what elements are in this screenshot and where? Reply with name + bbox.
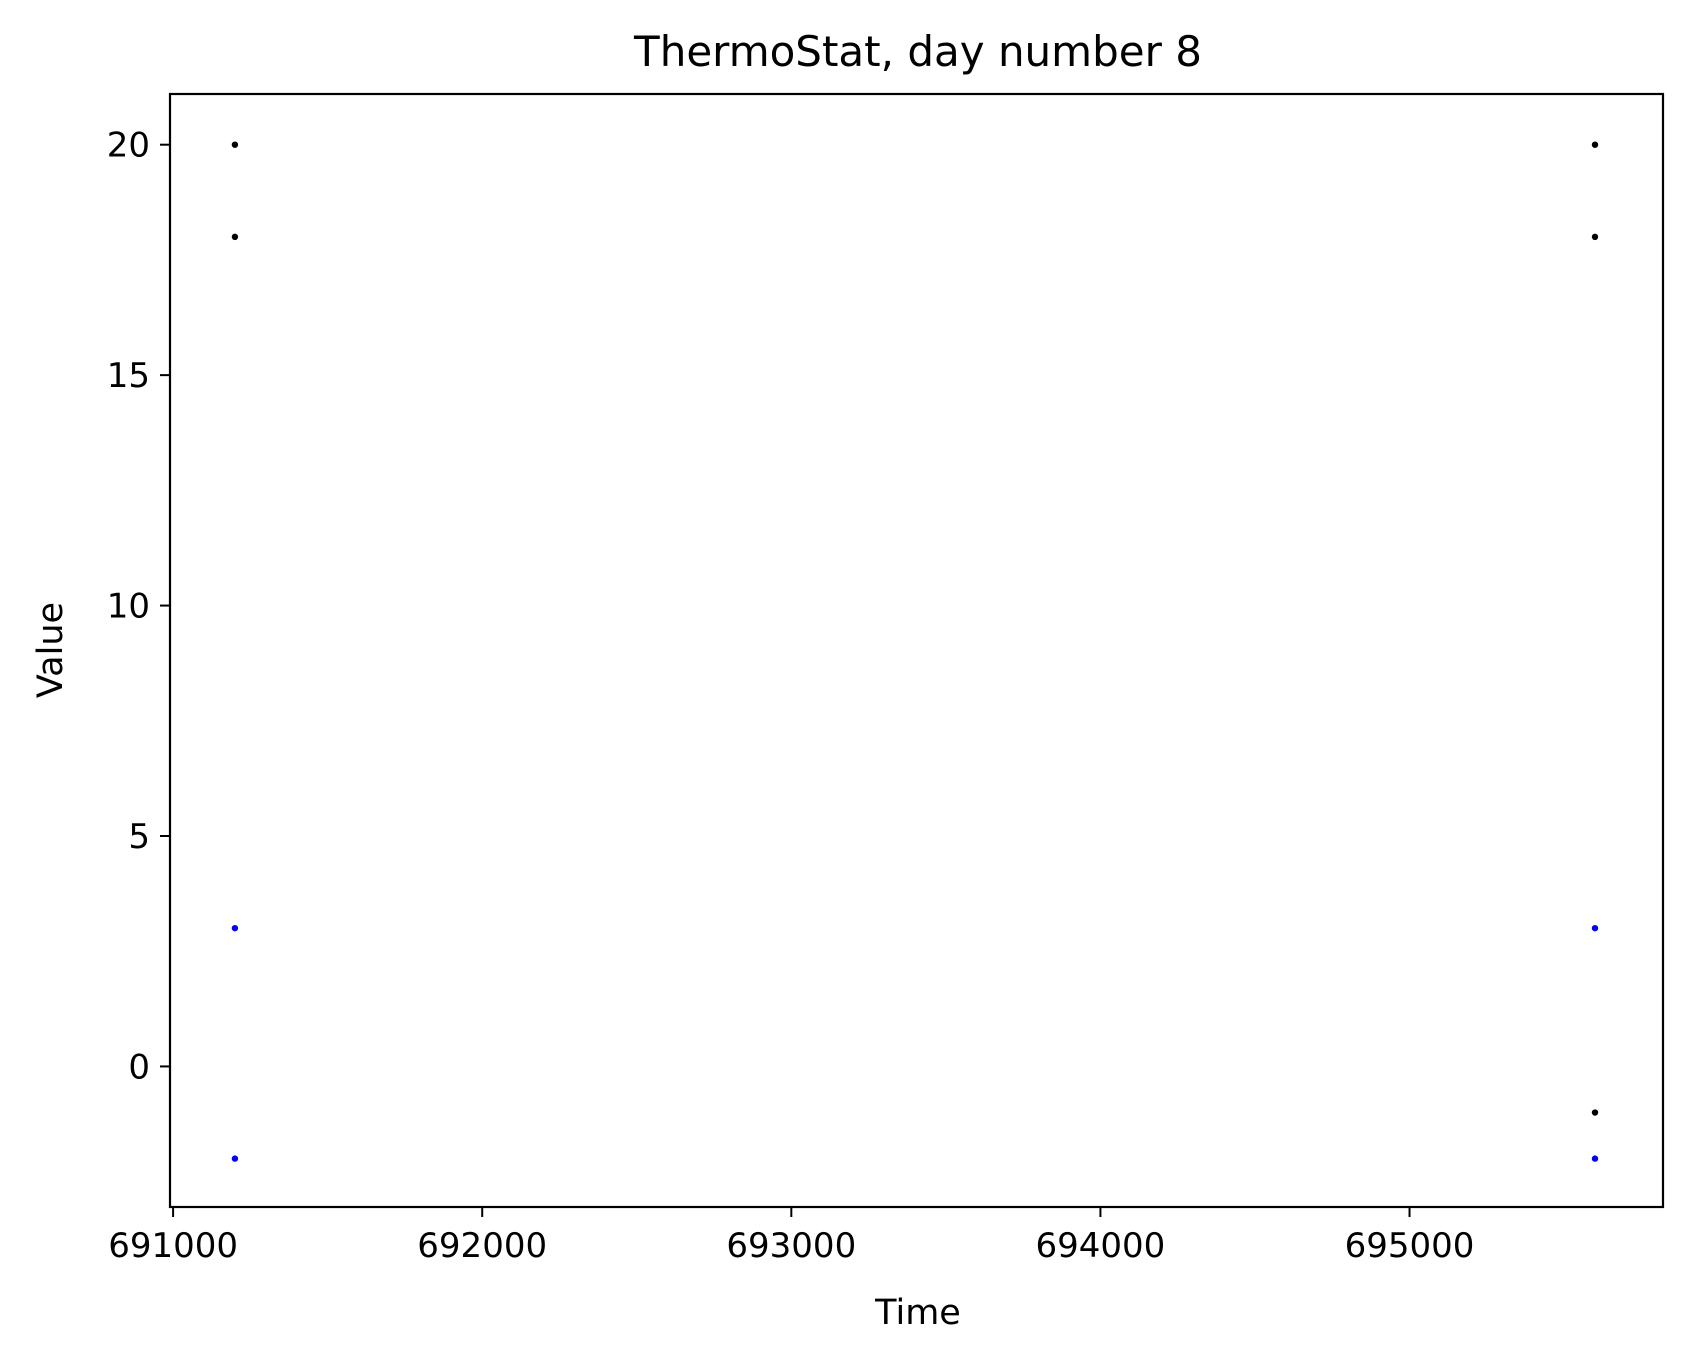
data-point xyxy=(231,1155,239,1162)
data-point xyxy=(1591,1155,1599,1162)
data-point xyxy=(231,141,239,148)
y-tick-label: 0 xyxy=(128,1047,150,1087)
y-tick-label: 5 xyxy=(128,817,150,857)
data-point xyxy=(1591,1109,1599,1116)
x-tick-label: 695000 xyxy=(1345,1226,1475,1266)
plot-area xyxy=(170,94,1663,1207)
x-axis-label: Time xyxy=(874,1293,961,1333)
y-axis: 0 5 10 15 20 xyxy=(107,126,170,1087)
x-axis: 691000 692000 693000 694000 695000 xyxy=(108,1207,1474,1266)
x-tick-label: 693000 xyxy=(726,1226,856,1266)
y-tick-label: 20 xyxy=(107,126,150,166)
plot-background xyxy=(170,94,1663,1207)
data-points xyxy=(231,141,1599,1162)
chart-title: ThermoStat, day number 8 xyxy=(633,27,1202,76)
data-point xyxy=(231,924,239,932)
x-tick-label: 694000 xyxy=(1036,1226,1166,1266)
data-point xyxy=(231,233,239,241)
data-point xyxy=(1591,233,1599,241)
data-point xyxy=(1591,924,1599,932)
plot-frame xyxy=(168,92,1665,1209)
x-tick-label: 691000 xyxy=(108,1226,238,1266)
x-tick-label: 692000 xyxy=(417,1226,547,1266)
y-tick-label: 15 xyxy=(107,356,150,396)
data-point xyxy=(1591,141,1599,148)
y-tick-label: 10 xyxy=(107,587,150,627)
y-axis-label: Value xyxy=(31,602,71,698)
